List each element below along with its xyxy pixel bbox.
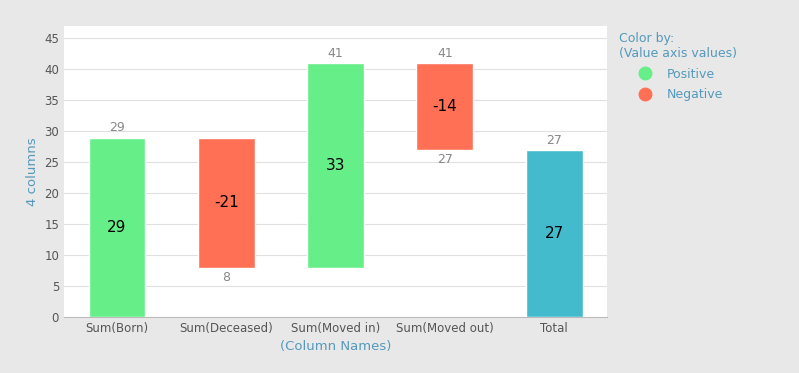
Text: 29: 29 [109, 122, 125, 134]
Bar [416, 63, 473, 150]
X-axis label: (Column Names): (Column Names) [280, 341, 392, 354]
Text: 27: 27 [547, 134, 562, 147]
Bar [307, 63, 364, 267]
Bar [526, 150, 582, 317]
Text: 27: 27 [437, 153, 453, 166]
Text: -14: -14 [432, 99, 457, 114]
Bar [89, 138, 145, 317]
Text: 41: 41 [437, 47, 453, 60]
Text: 27: 27 [544, 226, 564, 241]
Text: 29: 29 [107, 220, 127, 235]
Text: 41: 41 [328, 47, 344, 60]
Y-axis label: 4 columns: 4 columns [26, 137, 38, 206]
Legend: Positive, Negative: Positive, Negative [619, 32, 737, 101]
Text: -21: -21 [214, 195, 239, 210]
Text: 8: 8 [222, 271, 230, 283]
Text: 33: 33 [326, 158, 345, 173]
Bar [198, 138, 255, 267]
